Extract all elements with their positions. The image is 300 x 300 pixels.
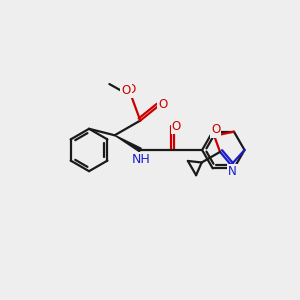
Polygon shape (115, 135, 141, 152)
Text: N: N (228, 165, 237, 178)
Text: O: O (159, 98, 168, 111)
Text: O: O (122, 84, 131, 97)
Text: NH: NH (131, 153, 150, 166)
Text: O: O (127, 83, 136, 96)
Text: O: O (172, 120, 181, 133)
Text: O: O (211, 123, 220, 136)
